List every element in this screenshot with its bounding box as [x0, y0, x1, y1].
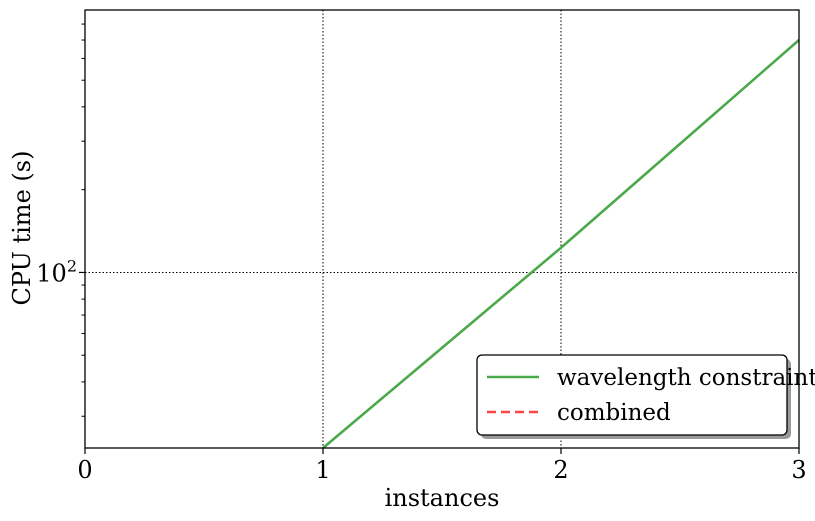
y-tick-label: 102 [36, 256, 77, 287]
y-axis-label: CPU time (s) [8, 151, 36, 306]
legend-box [476, 354, 788, 436]
legend-label-1: combined [557, 400, 671, 426]
legend: wavelength constraint combined [476, 354, 815, 439]
x-tick-label: 2 [553, 456, 568, 484]
tick-labels: 0 1 2 3 102 [36, 256, 806, 484]
plot-area [322, 39, 800, 449]
axes-frame [84, 9, 800, 449]
series-line-0 [322, 39, 800, 449]
x-tick-label: 0 [77, 456, 92, 484]
tick-marks [79, 23, 800, 454]
legend-label-0: wavelength constraint [557, 365, 815, 391]
x-tick-label: 1 [315, 456, 330, 484]
x-tick-label: 3 [791, 456, 806, 484]
x-axis-label: instances [385, 484, 500, 512]
